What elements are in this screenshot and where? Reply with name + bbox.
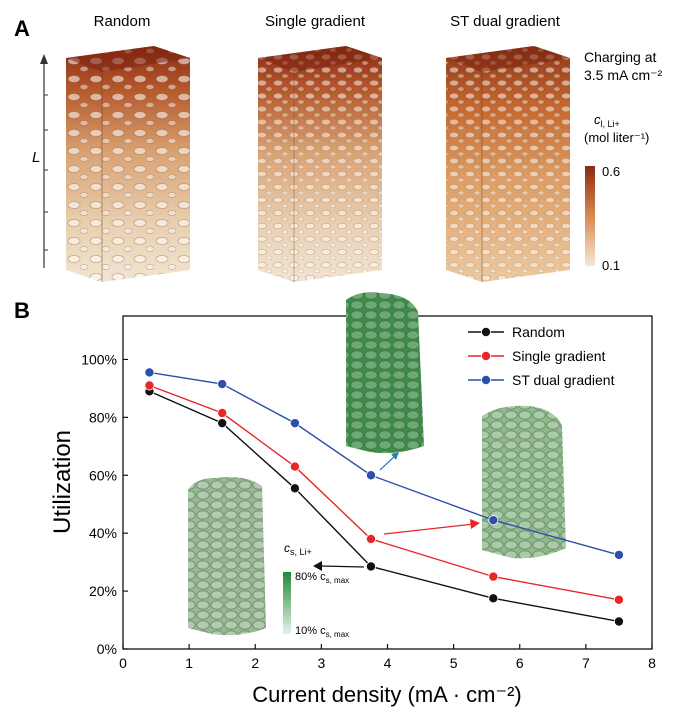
inset-colorbar: [283, 572, 291, 634]
column-title-st: ST dual gradient: [450, 13, 561, 30]
series-line-2: [149, 371, 620, 556]
data-point: [488, 593, 499, 604]
legend-marker: [480, 326, 491, 337]
legend-label: Random: [512, 324, 565, 340]
colorbar-subscript: l, Li+: [601, 119, 620, 129]
y-tick-label: 80%: [89, 409, 117, 425]
charging-condition-line1: Charging at: [584, 49, 656, 65]
colorbar-min: 0.1: [602, 258, 620, 273]
x-axis-label: Current density (mA · cm⁻²): [252, 682, 522, 707]
y-axis-label: Utilization: [49, 430, 76, 534]
length-axis: [40, 54, 48, 268]
data-point: [289, 483, 300, 494]
colorbar: [585, 166, 595, 266]
x-tick-label: 2: [251, 655, 259, 671]
series-line-1: [149, 384, 620, 601]
data-point: [144, 367, 155, 378]
colorbar-label: cl, Li+: [594, 112, 620, 129]
data-point: [488, 515, 499, 526]
y-tick-label: 60%: [89, 467, 117, 483]
y-tick-label: 100%: [81, 351, 117, 367]
inset-min-subscript: s, max: [326, 630, 350, 639]
data-point: [289, 418, 300, 429]
y-tick-label: 40%: [89, 525, 117, 541]
data-point: [365, 561, 376, 572]
inset-subscript: s, Li+: [290, 547, 312, 557]
inset-colorbar-min: 10% cs, max: [295, 625, 349, 639]
x-tick-label: 3: [317, 655, 325, 671]
legend-label: Single gradient: [512, 348, 606, 364]
column-title-random: Random: [94, 13, 151, 30]
data-point: [613, 549, 624, 560]
panel-b-label: B: [14, 298, 30, 323]
column-st-dual-gradient: [446, 46, 570, 282]
x-ticks: 0 1 2 3 4 5 6 7 8: [119, 644, 656, 671]
inset-arrows: [313, 452, 480, 571]
inset-cluster-random: [188, 477, 266, 636]
inset-cluster-st-dual: [346, 292, 424, 454]
column-single-gradient: [258, 46, 382, 282]
y-tick-label: 0%: [97, 641, 117, 657]
x-tick-label: 6: [516, 655, 524, 671]
data-point: [289, 461, 300, 472]
data-point: [217, 418, 228, 429]
data-point: [217, 408, 228, 419]
colorbar-symbol: c: [594, 112, 601, 127]
length-axis-label: L: [32, 149, 40, 166]
column-title-single: Single gradient: [265, 13, 366, 30]
inset-cluster-single: [482, 405, 566, 559]
data-point: [488, 571, 499, 582]
y-tick-label: 20%: [89, 583, 117, 599]
inset-colorbar-max: 80% cs, max: [295, 571, 349, 585]
data-point: [365, 470, 376, 481]
inset-colorbar-label: cs, Li+: [284, 541, 312, 557]
data-point: [613, 616, 624, 627]
series-line-0: [149, 390, 620, 623]
colorbar-max: 0.6: [602, 164, 620, 179]
inset-symbol: c: [284, 541, 290, 555]
y-ticks: 0% 20% 40% 60% 80% 100%: [81, 351, 128, 657]
data-point: [613, 594, 624, 605]
inset-max-subscript: s, max: [326, 576, 350, 585]
charging-condition-line2: 3.5 mA cm⁻²: [584, 67, 663, 83]
x-tick-label: 0: [119, 655, 127, 671]
x-tick-label: 1: [185, 655, 193, 671]
column-random: [66, 46, 190, 282]
series-layer: [144, 367, 624, 627]
legend-marker: [480, 350, 491, 361]
legend-marker: [480, 374, 491, 385]
data-point: [144, 380, 155, 391]
inset-min-value: 10% c: [295, 625, 326, 637]
x-tick-label: 7: [582, 655, 590, 671]
legend-label: ST dual gradient: [512, 372, 615, 388]
x-tick-label: 8: [648, 655, 656, 671]
colorbar-unit: (mol liter⁻¹): [584, 130, 649, 145]
data-point: [217, 379, 228, 390]
x-tick-label: 5: [450, 655, 458, 671]
x-tick-label: 4: [384, 655, 392, 671]
panel-a-label: A: [14, 16, 30, 41]
legend: Random Single gradient ST dual gradient: [468, 324, 615, 388]
data-point: [365, 533, 376, 544]
inset-max-value: 80% c: [295, 571, 326, 583]
